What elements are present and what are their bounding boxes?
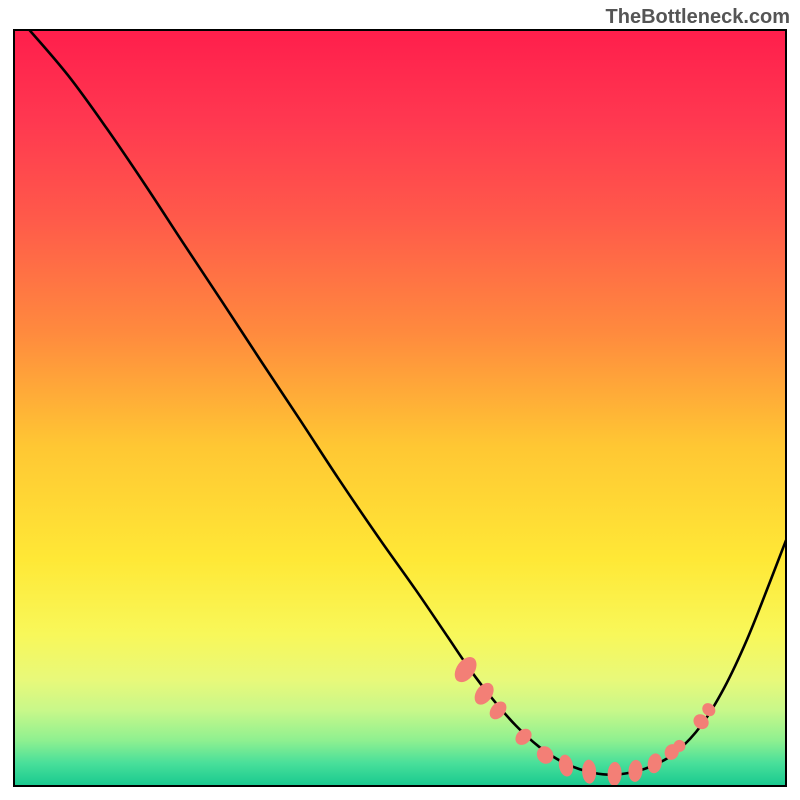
watermark-label: TheBottleneck.com (606, 6, 790, 29)
bottleneck-chart (0, 0, 800, 800)
gradient-background (14, 30, 786, 786)
